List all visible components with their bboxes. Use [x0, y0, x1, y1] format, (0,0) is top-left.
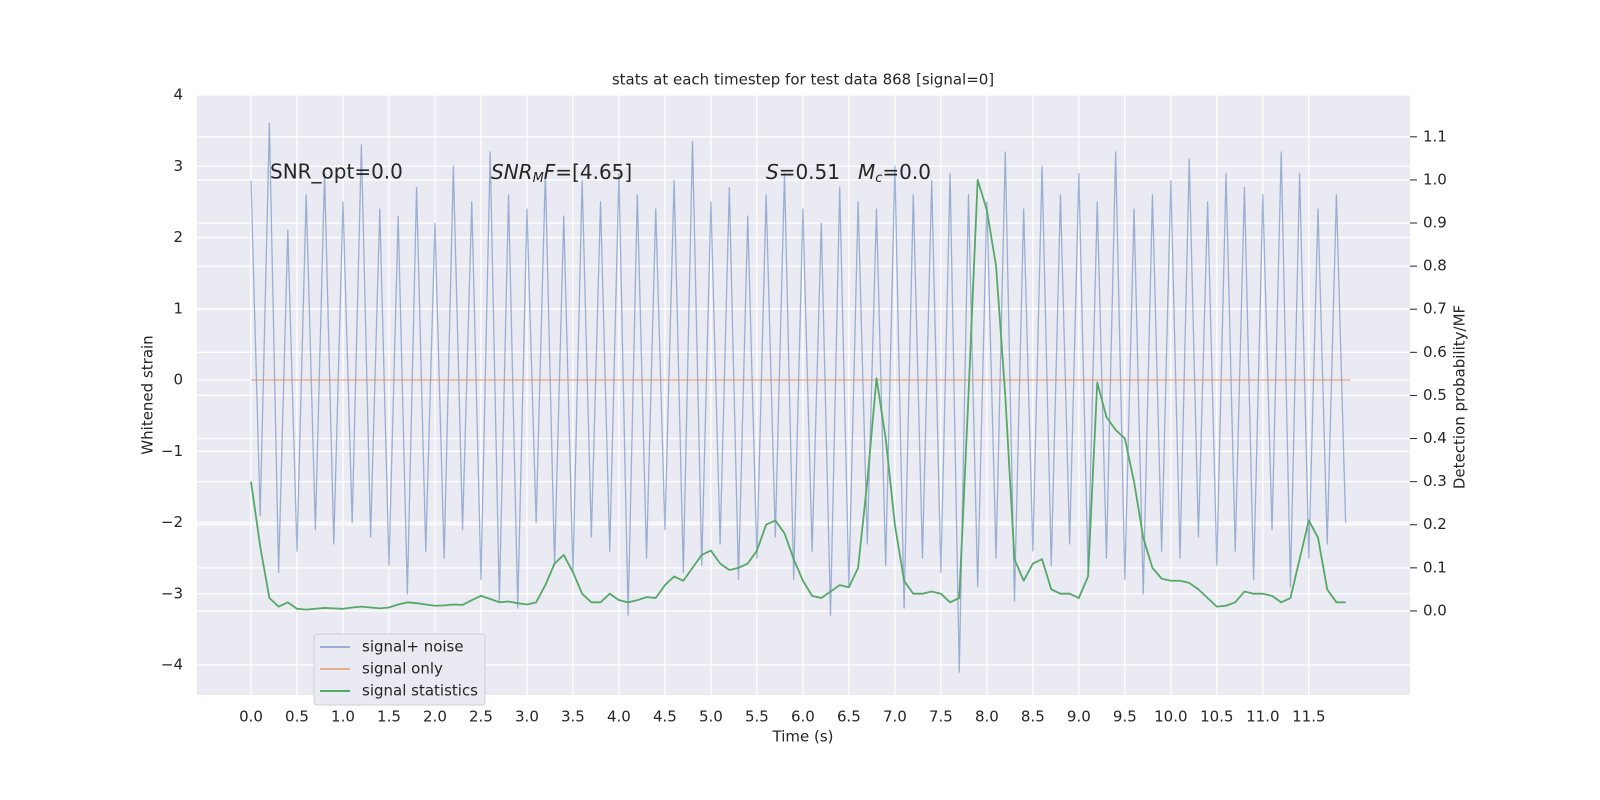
x-tick-label: 11.0: [1246, 708, 1279, 726]
y2-tick-label: 1.0: [1423, 170, 1447, 188]
x-tick-label: 1.0: [331, 708, 355, 726]
x-tick-label: 11.5: [1292, 708, 1325, 726]
annotation-part: S: [766, 160, 779, 184]
annotation-part: =0.51: [779, 160, 840, 184]
y-tick-label: 4: [173, 86, 183, 104]
x-tick-label: 7.0: [883, 708, 907, 726]
chart-title: stats at each timestep for test data 868…: [612, 71, 994, 89]
legend: signal+ noise signal only signal statistic…: [313, 633, 486, 706]
x-tick-label: 9.0: [1067, 708, 1091, 726]
y2-tick-label: 0.5: [1423, 386, 1447, 404]
series-lines: [250, 122, 1351, 673]
legend-box: [313, 633, 486, 706]
y2-tick-label: 1.1: [1423, 127, 1447, 145]
y2-tick-label: 0.2: [1423, 515, 1447, 533]
y2-tick-label: 0.0: [1423, 601, 1447, 619]
x-tick-label: 6.5: [837, 708, 861, 726]
annotation-part: M: [858, 160, 875, 184]
y-tick-label: 3: [173, 157, 183, 175]
x-tick-label: 4.5: [653, 708, 677, 726]
annotation: SNR_opt=0.0: [270, 160, 403, 184]
y2-tick-label: 0.8: [1423, 257, 1447, 275]
y-tick-label: 1: [173, 299, 183, 317]
x-tick-label: 5.0: [699, 708, 723, 726]
annotation-part: c: [875, 171, 882, 186]
x-tick-label: 5.5: [745, 708, 769, 726]
series-line: [250, 122, 1347, 673]
y-tick-label: −3: [161, 584, 183, 602]
x-tick-label: 8.5: [1021, 708, 1045, 726]
x-tick-label: 3.5: [561, 708, 585, 726]
annotation: S=0.51: [766, 160, 840, 184]
x-tick-label: 7.5: [929, 708, 953, 726]
y-tick-label: −2: [161, 513, 183, 531]
y-tick-label: −4: [161, 656, 183, 674]
annotation-part: F: [544, 160, 556, 184]
y-axis-label: Whitened strain: [139, 335, 157, 454]
x-tick-label: 9.5: [1113, 708, 1137, 726]
y2-tick-label: 0.4: [1423, 429, 1447, 447]
legend-label: signal only: [362, 660, 443, 678]
annotation-part: =[4.65]: [555, 160, 632, 184]
annotation: SNRMF=[4.65]: [491, 160, 632, 186]
y-tick-label: 0: [173, 371, 183, 389]
x-tick-label: 2.5: [469, 708, 493, 726]
legend-label: signal statistics: [362, 682, 478, 700]
x-tick-label: 8.0: [975, 708, 999, 726]
x-tick-label: 6.0: [791, 708, 815, 726]
x-tick-label: 10.5: [1200, 708, 1233, 726]
x-tick-label: 0.0: [239, 708, 263, 726]
x-tick-label: 1.5: [377, 708, 401, 726]
y-tick-label: 2: [173, 228, 183, 246]
y2-tick-label: 0.3: [1423, 472, 1447, 490]
annotation: Mc=0.0: [858, 160, 931, 186]
annotation-part: SNR: [491, 160, 533, 184]
y2-tick-label: 0.1: [1423, 558, 1447, 576]
annotation-part: M: [533, 171, 544, 186]
x-axis-label: Time (s): [772, 728, 834, 746]
y-tick-label: −1: [161, 442, 183, 460]
legend-label: signal+ noise: [362, 638, 464, 656]
y2-tick-label: 0.7: [1423, 300, 1447, 318]
x-tick-label: 3.0: [515, 708, 539, 726]
series-line: [250, 179, 1346, 611]
y2-tick-label: 0.6: [1423, 343, 1447, 361]
annotation-part: =0.0: [882, 160, 931, 184]
x-tick-label: 2.0: [423, 708, 447, 726]
y2-axis-label: Detection probability/MF: [1451, 305, 1469, 489]
x-tick-label: 10.0: [1154, 708, 1187, 726]
x-tick-label: 4.0: [607, 708, 631, 726]
y2-tick-label: 0.9: [1423, 214, 1447, 232]
x-tick-label: 0.5: [285, 708, 309, 726]
